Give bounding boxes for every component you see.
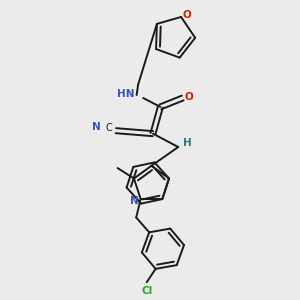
Text: O: O xyxy=(183,11,191,20)
Text: H: H xyxy=(183,139,192,148)
Text: C: C xyxy=(105,123,112,133)
Text: N: N xyxy=(92,122,101,132)
Text: O: O xyxy=(185,92,194,101)
Text: HN: HN xyxy=(118,88,135,98)
Text: N: N xyxy=(130,196,139,206)
Text: Cl: Cl xyxy=(141,286,152,296)
